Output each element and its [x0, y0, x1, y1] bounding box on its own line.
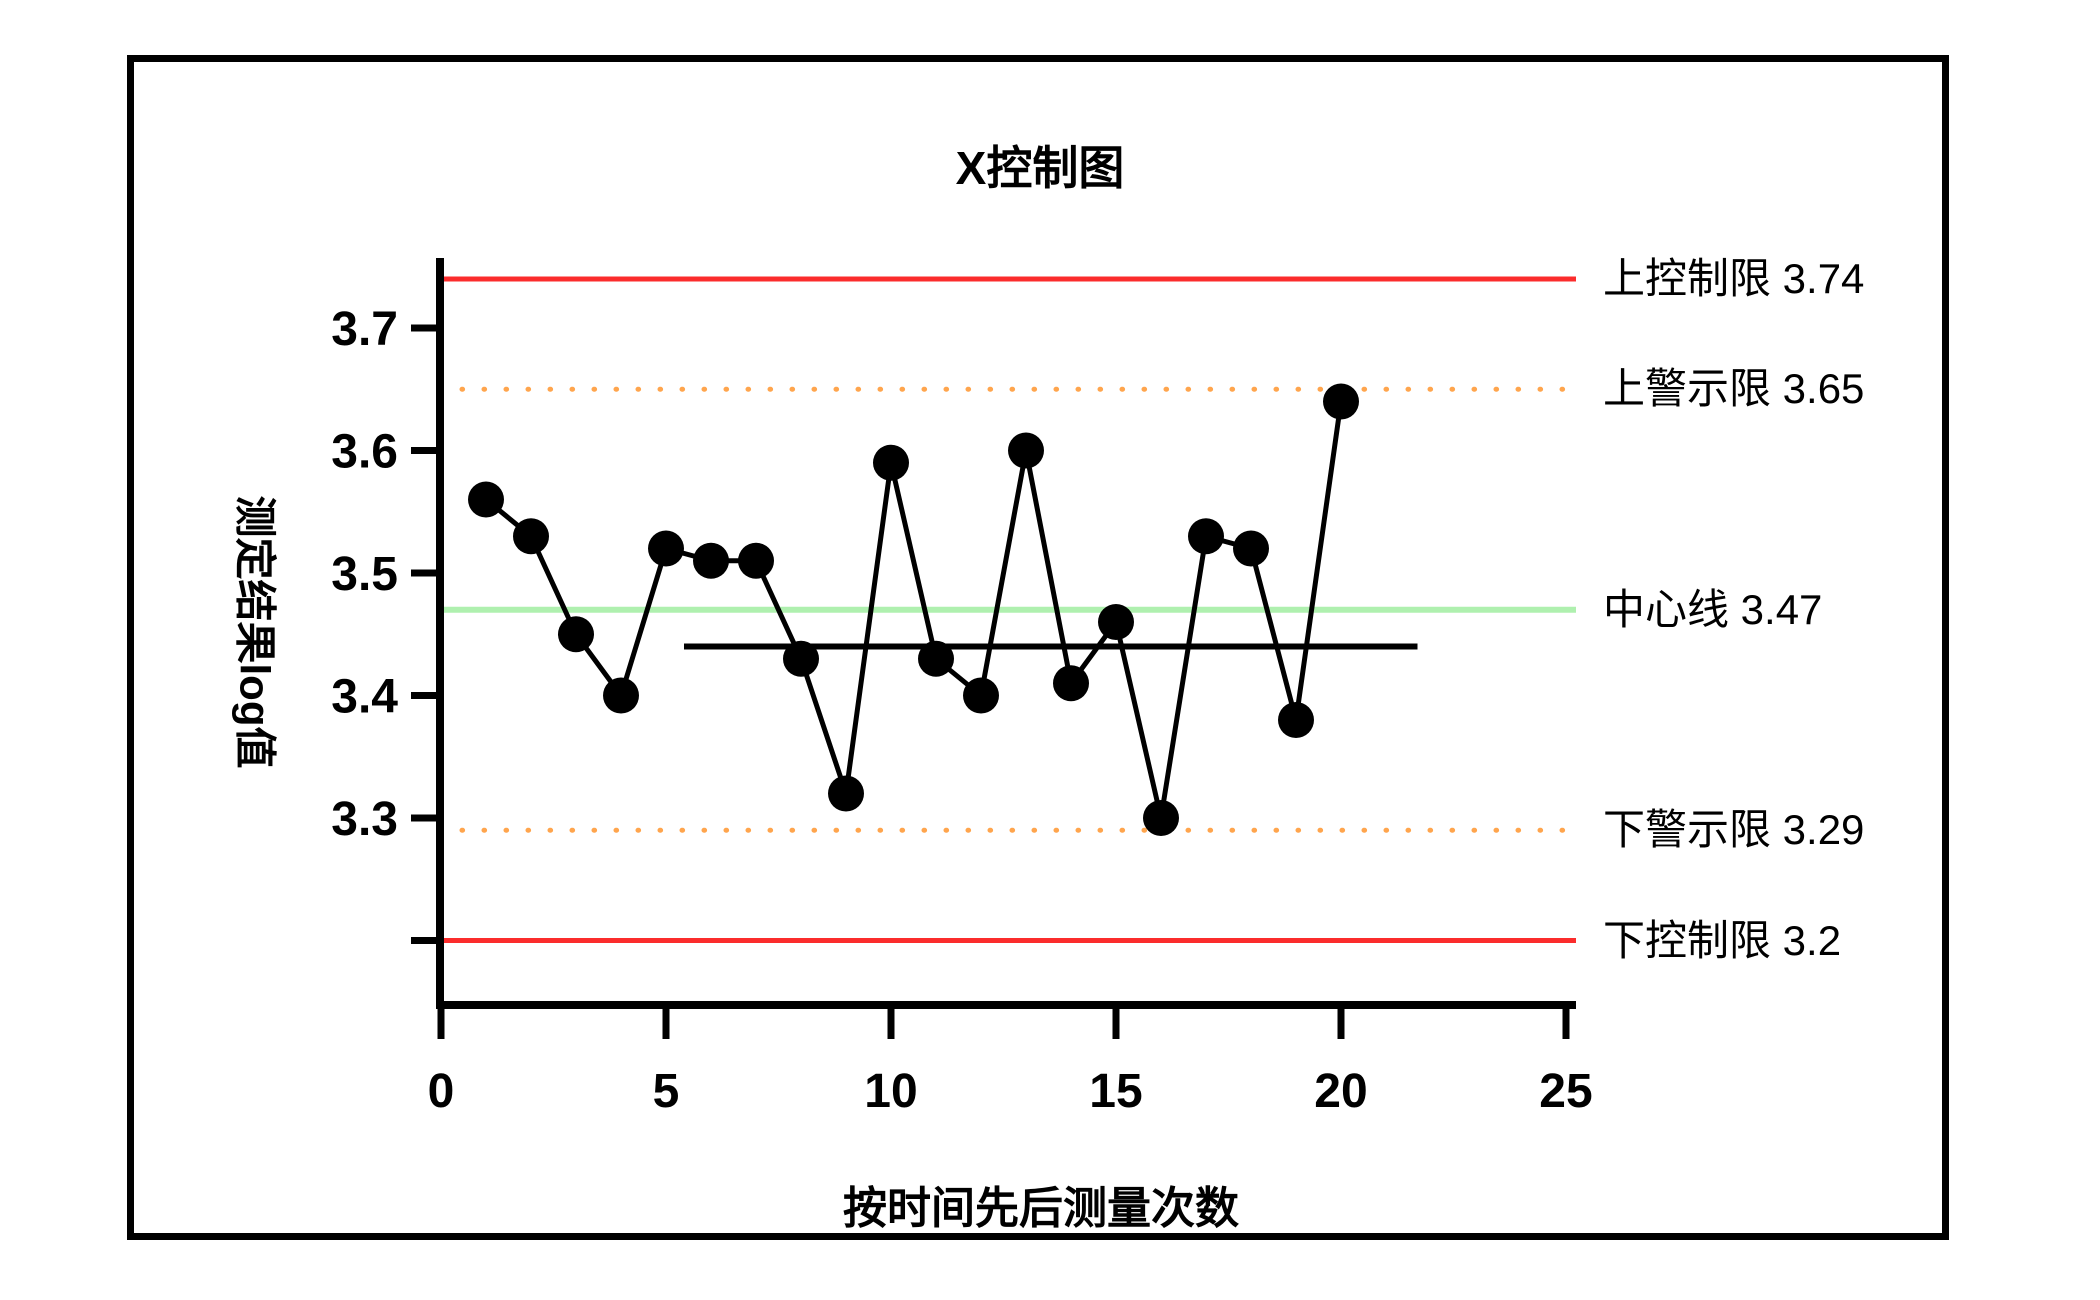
y-tick-label: 3.4	[331, 671, 398, 724]
x-tick-label: 20	[1314, 1065, 1367, 1118]
data-point-marker	[468, 481, 504, 518]
data-point-marker	[1278, 702, 1314, 738]
data-point-marker	[603, 677, 639, 714]
data-point-marker	[873, 444, 909, 481]
y-tick-label: 3.6	[331, 426, 398, 479]
data-point-marker	[738, 542, 774, 579]
y-axis-title: 测定结果log值	[231, 495, 279, 769]
data-point-marker	[648, 530, 684, 567]
limit-label-cl: 中心线 3.47	[1603, 585, 1823, 633]
data-point-marker	[963, 677, 999, 714]
figure-border	[127, 55, 1949, 1240]
x-tick-label: 10	[864, 1065, 917, 1118]
data-point-marker	[558, 616, 594, 653]
x-axis-title: 按时间先后测量次数	[843, 1184, 1239, 1233]
y-tick-label: 3.5	[331, 548, 398, 601]
x-tick-label: 0	[428, 1065, 455, 1118]
x-tick-label: 25	[1539, 1065, 1592, 1118]
data-point-marker	[1098, 604, 1134, 640]
y-tick-label: 3.3	[331, 793, 398, 846]
data-point-marker	[1143, 800, 1179, 836]
data-point-marker	[918, 640, 954, 677]
data-point-marker	[783, 640, 819, 677]
limit-label-lcl: 下控制限 3.2	[1603, 916, 1842, 964]
y-tick-label: 3.7	[331, 303, 398, 356]
data-point-marker	[1233, 530, 1269, 567]
data-point-marker	[1188, 518, 1224, 555]
x-tick-label: 15	[1089, 1065, 1142, 1118]
data-point-marker	[1053, 665, 1089, 702]
data-point-marker	[1008, 432, 1044, 469]
data-point-marker	[693, 542, 729, 579]
data-polyline	[484, 401, 1344, 821]
limit-label-uwl: 上警示限 3.65	[1603, 365, 1865, 413]
x-tick-label: 5	[653, 1065, 680, 1118]
limit-label-lwl: 下警示限 3.29	[1603, 806, 1865, 854]
limit-label-ucl: 上控制限 3.74	[1603, 255, 1865, 302]
data-point-marker	[828, 775, 864, 812]
data-point-marker	[513, 518, 549, 555]
data-point-marker	[1323, 383, 1359, 420]
chart-title: X控制图	[955, 142, 1125, 194]
